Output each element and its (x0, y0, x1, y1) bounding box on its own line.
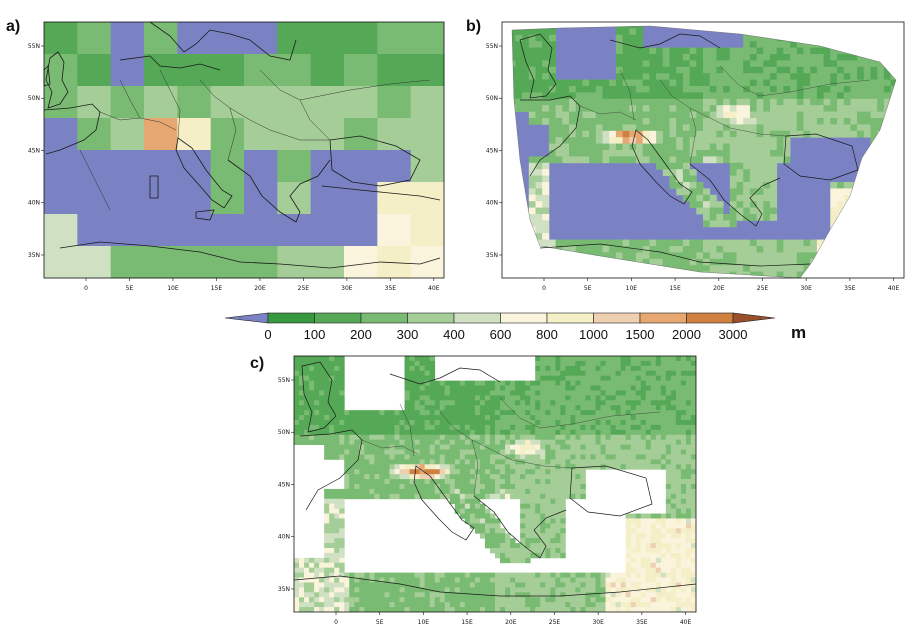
map-c-borders (361, 397, 661, 497)
panel-label-c: c) (250, 355, 265, 372)
map-c-lon-ticks: 0 5E 10E 15E 20E 25E 30E 35E 40E (334, 612, 691, 626)
lat-tick-label: 35N (28, 252, 40, 259)
lon-tick-label: 5E (584, 285, 592, 292)
lon-tick-label: 25E (757, 285, 769, 292)
lat-tick-label: 35N (278, 586, 290, 593)
lat-tick-label: 55N (28, 43, 40, 50)
colorbar-box (314, 312, 362, 324)
map-panel-c: 0 5E 10E 15E 20E 25E 30E 35E 40E 55N 50N 45N 40N 35N (278, 355, 697, 626)
colorbar-box (453, 312, 501, 324)
colorbar-tick-label: 800 (536, 327, 558, 342)
lon-tick-label: 15E (461, 619, 473, 626)
lon-tick-label: 0 (84, 285, 88, 292)
colorbar-tick-label: 200 (350, 327, 372, 342)
map-panel-a: 0 5E 10E 15E 20E 25E 30E 35E 40E 55N 50N 45N 40N 35N (28, 21, 445, 292)
colorbar-box (593, 312, 641, 324)
map-c-lat-ticks: 55N 50N 45N 40N 35N (278, 377, 294, 593)
lon-tick-label: 25E (298, 285, 310, 292)
colorbar: 0 100 200 300 400 600 800 1000 1500 2000 3000 m (224, 312, 806, 342)
lon-tick-label: 35E (636, 619, 648, 626)
map-a-lat-ticks: 55N 50N 45N 40N 35N (28, 43, 44, 259)
map-b-lon-ticks: 0 5E 10E 15E 20E 25E 30E 35E 40E (542, 278, 899, 292)
colorbar-tick-label: 600 (490, 327, 512, 342)
colorbar-boxes (224, 312, 776, 324)
map-b-borders (579, 65, 871, 165)
lon-tick-label: 30E (592, 619, 604, 626)
lon-tick-label: 25E (549, 619, 561, 626)
colorbar-tick-label: 3000 (719, 327, 748, 342)
map-a-frame (43, 21, 445, 279)
lat-tick-label: 40N (486, 200, 498, 207)
colorbar-lower-arrow (224, 312, 269, 324)
lon-tick-label: 0 (542, 285, 546, 292)
lon-tick-label: 15E (211, 285, 223, 292)
lon-tick-label: 20E (254, 285, 266, 292)
lon-tick-label: 35E (385, 285, 397, 292)
map-c-fill (294, 356, 696, 612)
colorbar-upper-arrow (732, 312, 776, 324)
lat-tick-label: 45N (486, 147, 498, 154)
colorbar-labels: 0 100 200 300 400 600 800 1000 1500 2000 3000 (264, 327, 747, 342)
map-panel-b: 0 5E 10E 15E 20E 25E 30E 35E 40E 55N 50N 45N 40N 35N (486, 21, 905, 292)
panel-label-a: a) (6, 18, 21, 35)
colorbar-box (500, 312, 548, 324)
map-b-lat-ticks: 55N 50N 45N 40N 35N (486, 43, 502, 259)
lat-tick-label: 50N (28, 95, 40, 102)
lat-tick-label: 55N (278, 377, 290, 384)
map-a-borders (79, 69, 431, 211)
colorbar-box (639, 312, 687, 324)
map-c-frame (293, 355, 697, 613)
lat-tick-label: 50N (486, 95, 498, 102)
colorbar-box (686, 312, 734, 324)
lon-tick-label: 30E (341, 285, 353, 292)
lat-tick-label: 45N (28, 147, 40, 154)
lat-tick-label: 40N (278, 534, 290, 541)
map-b-frame (501, 21, 905, 279)
colorbar-box (360, 312, 408, 324)
colorbar-tick-label: 0 (264, 327, 271, 342)
colorbar-box (546, 312, 594, 324)
lat-tick-label: 45N (278, 481, 290, 488)
lon-tick-label: 40E (680, 619, 692, 626)
lon-tick-label: 15E (669, 285, 681, 292)
panel-label-b: b) (466, 18, 482, 35)
lon-tick-label: 10E (167, 285, 179, 292)
lat-tick-label: 50N (278, 429, 290, 436)
colorbar-box (407, 312, 455, 324)
lon-tick-label: 35E (844, 285, 856, 292)
lon-tick-label: 40E (888, 285, 900, 292)
colorbar-unit: m (791, 323, 806, 342)
lon-tick-label: 20E (713, 285, 725, 292)
lon-tick-label: 5E (376, 619, 384, 626)
lon-tick-label: 30E (800, 285, 812, 292)
map-a-lon-ticks: 0 5E 10E 15E 20E 25E 30E 35E 40E (84, 278, 440, 292)
map-b-domain-outline (511, 25, 897, 279)
map-a-cells (44, 22, 445, 279)
colorbar-tick-label: 400 (443, 327, 465, 342)
lon-tick-label: 5E (126, 285, 134, 292)
lat-tick-label: 40N (28, 200, 40, 207)
map-a-coastlines (43, 21, 441, 269)
colorbar-box (267, 312, 315, 324)
colorbar-tick-label: 100 (304, 327, 326, 342)
colorbar-tick-label: 300 (397, 327, 419, 342)
colorbar-tick-label: 1500 (626, 327, 655, 342)
map-b-coastlines (519, 33, 859, 267)
lon-tick-label: 0 (334, 619, 338, 626)
lat-tick-label: 55N (486, 43, 498, 50)
lat-tick-label: 35N (486, 252, 498, 259)
lon-tick-label: 40E (428, 285, 440, 292)
colorbar-tick-label: 1000 (579, 327, 608, 342)
lon-tick-label: 10E (626, 285, 638, 292)
colorbar-tick-label: 2000 (672, 327, 701, 342)
lon-tick-label: 20E (505, 619, 517, 626)
map-c-coastlines (293, 361, 697, 597)
lon-tick-label: 10E (418, 619, 430, 626)
